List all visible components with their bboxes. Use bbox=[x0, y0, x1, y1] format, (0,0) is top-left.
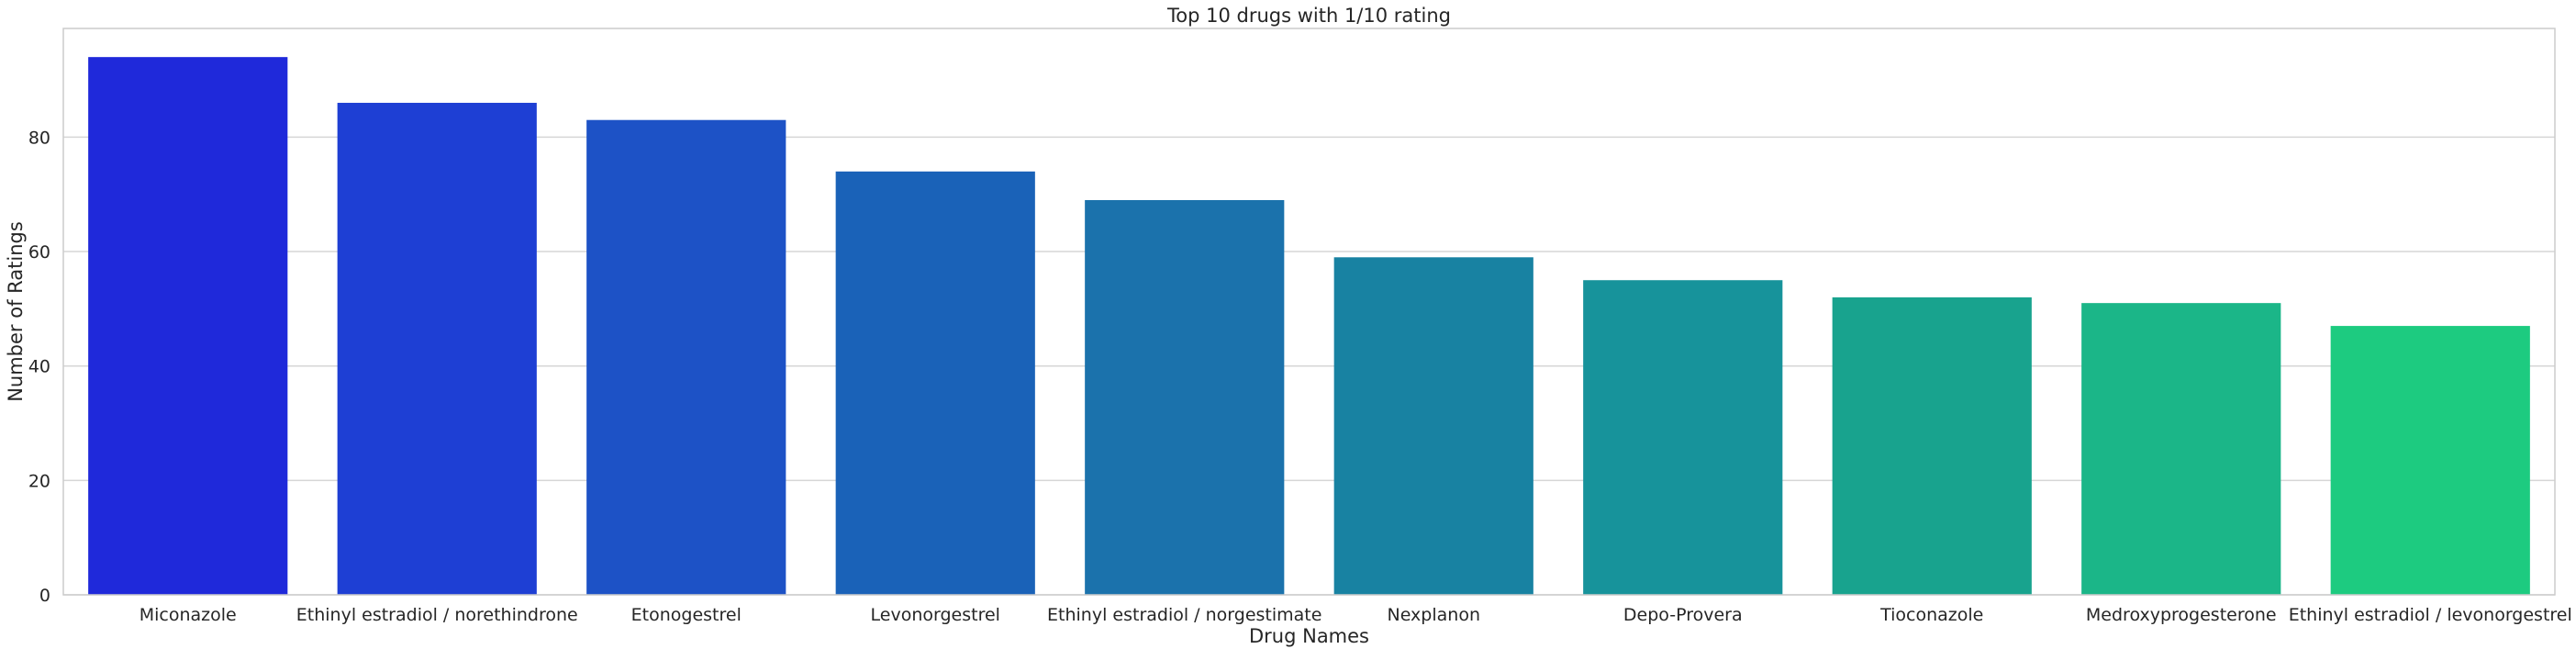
x-tick-label: Ethinyl estradiol / norethindrone bbox=[296, 605, 578, 625]
y-axis-ticks: 0 20 40 60 80 bbox=[28, 128, 50, 606]
bar bbox=[835, 171, 1035, 595]
bar bbox=[586, 119, 786, 596]
x-tick-label: Tioconazole bbox=[1879, 605, 1983, 625]
bar bbox=[2081, 303, 2281, 595]
x-axis-title: Drug Names bbox=[1249, 625, 1369, 647]
bar bbox=[337, 103, 537, 595]
bar bbox=[2330, 326, 2530, 595]
bar bbox=[1583, 280, 1783, 595]
y-tick-label: 60 bbox=[28, 242, 50, 263]
y-axis-title: Number of Ratings bbox=[5, 221, 27, 402]
x-tick-label: Depo-Provera bbox=[1623, 605, 1743, 625]
plot-border bbox=[62, 28, 2556, 596]
x-tick-label: Ethinyl estradiol / norgestimate bbox=[1047, 605, 1321, 625]
x-axis-ticks: Miconazole Ethinyl estradiol / norethindr… bbox=[139, 605, 2572, 625]
x-tick-label: Etonogestrel bbox=[631, 605, 742, 625]
y-tick-label: 20 bbox=[28, 471, 50, 491]
x-tick-label: Ethinyl estradiol / levonorgestrel bbox=[2289, 605, 2572, 625]
bar bbox=[1832, 296, 2032, 595]
plot-frame bbox=[62, 28, 2556, 596]
x-tick-label: Nexplanon bbox=[1387, 605, 1480, 625]
bar bbox=[1085, 199, 1285, 595]
bar bbox=[88, 57, 288, 595]
bar bbox=[1333, 257, 1533, 595]
x-tick-label: Miconazole bbox=[139, 605, 237, 625]
y-tick-label: 80 bbox=[28, 128, 50, 148]
x-tick-label: Levonorgestrel bbox=[871, 605, 1000, 625]
chart-title: Top 10 drugs with 1/10 rating bbox=[1166, 5, 1451, 27]
y-tick-label: 40 bbox=[28, 357, 50, 377]
bars bbox=[88, 57, 2530, 596]
x-tick-label: Medroxyprogesterone bbox=[2086, 605, 2277, 625]
y-tick-label: 0 bbox=[39, 586, 50, 606]
